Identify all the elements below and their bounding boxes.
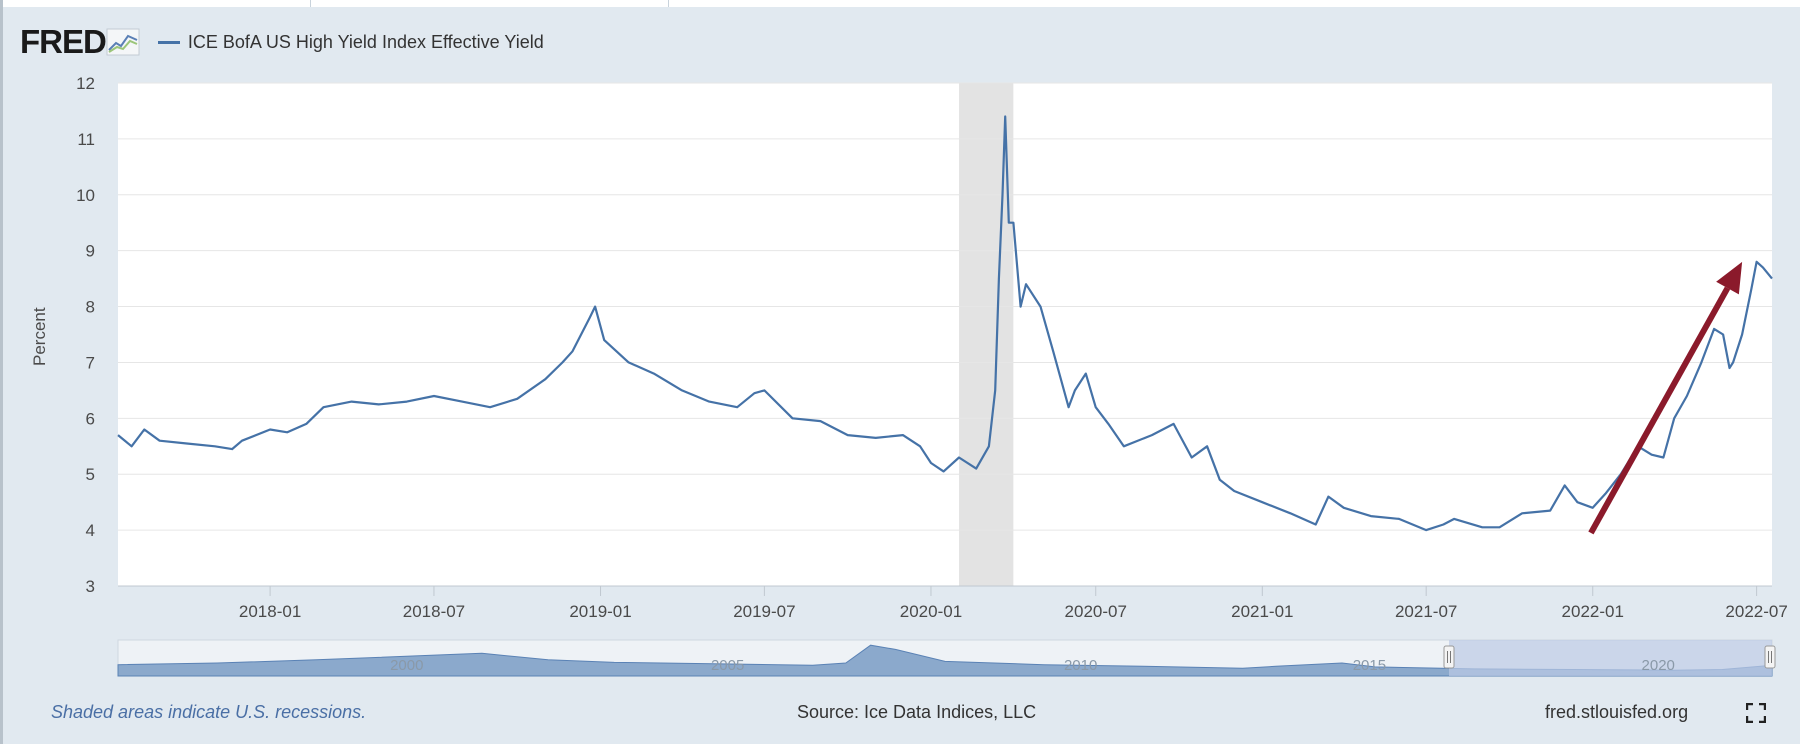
series-line xyxy=(117,115,1773,532)
y-tick-label: 11 xyxy=(77,130,95,149)
y-tick-label: 4 xyxy=(86,521,95,540)
annotation-arrow-head xyxy=(1716,261,1743,295)
chart-header: FRED ICE BofA US High Yield Index Effect… xyxy=(20,22,544,62)
annotation-arrow-shaft xyxy=(1588,286,1731,535)
navigator-tick-label: 2005 xyxy=(711,657,744,674)
recession-band xyxy=(959,83,1014,586)
y-tick-label: 7 xyxy=(86,353,95,372)
top-strip-divider xyxy=(310,0,311,7)
x-tick-label: 2022-01 xyxy=(1562,602,1624,621)
x-tick-label: 2020-01 xyxy=(900,602,962,621)
x-tick-label: 2020-07 xyxy=(1065,602,1127,621)
x-tick-label: 2022-07 xyxy=(1725,602,1787,621)
source-text: Source: Ice Data Indices, LLC xyxy=(797,702,1037,722)
fullscreen-icon[interactable] xyxy=(1746,703,1766,723)
navigator-tick-label: 2000 xyxy=(390,657,423,674)
site-link[interactable]: fred.stlouisfed.org xyxy=(1545,702,1689,722)
x-tick-label: 2019-07 xyxy=(733,602,795,621)
y-tick-label: 5 xyxy=(86,465,95,484)
navigator-window xyxy=(1449,640,1772,676)
y-tick-label: 9 xyxy=(86,242,95,261)
left-edge xyxy=(0,0,3,744)
legend-label: ICE BofA US High Yield Index Effective Y… xyxy=(187,31,544,52)
x-tick-label: 2021-07 xyxy=(1395,602,1457,621)
y-tick-label: 12 xyxy=(76,74,95,93)
y-tick-label: 8 xyxy=(86,298,95,317)
fred-chart-icon xyxy=(106,28,140,56)
fred-logo-text: FRED xyxy=(20,23,107,60)
top-strip xyxy=(0,0,1800,7)
y-tick-label: 10 xyxy=(76,186,95,205)
plot-area xyxy=(118,83,1772,586)
navigator-handle[interactable] xyxy=(1443,645,1455,669)
y-tick-label: 6 xyxy=(86,409,95,428)
legend-swatch xyxy=(157,40,180,44)
x-tick-label: 2021-01 xyxy=(1231,602,1293,621)
y-tick-label: 3 xyxy=(86,577,95,596)
x-tick-label: 2018-07 xyxy=(403,602,465,621)
fred-logo[interactable]: FRED xyxy=(20,23,140,61)
navigator-tick-label: 2010 xyxy=(1064,657,1097,674)
top-strip-divider xyxy=(668,0,669,7)
legend[interactable]: ICE BofA US High Yield Index Effective Y… xyxy=(157,31,544,53)
navigator-tick-label: 2020 xyxy=(1642,657,1675,674)
navigator-tick-label: 2015 xyxy=(1353,657,1386,674)
navigator-handle[interactable] xyxy=(1764,645,1776,669)
x-tick-label: 2018-01 xyxy=(239,602,301,621)
x-tick-label: 2019-01 xyxy=(569,602,631,621)
recession-note: Shaded areas indicate U.S. recessions. xyxy=(51,702,367,722)
